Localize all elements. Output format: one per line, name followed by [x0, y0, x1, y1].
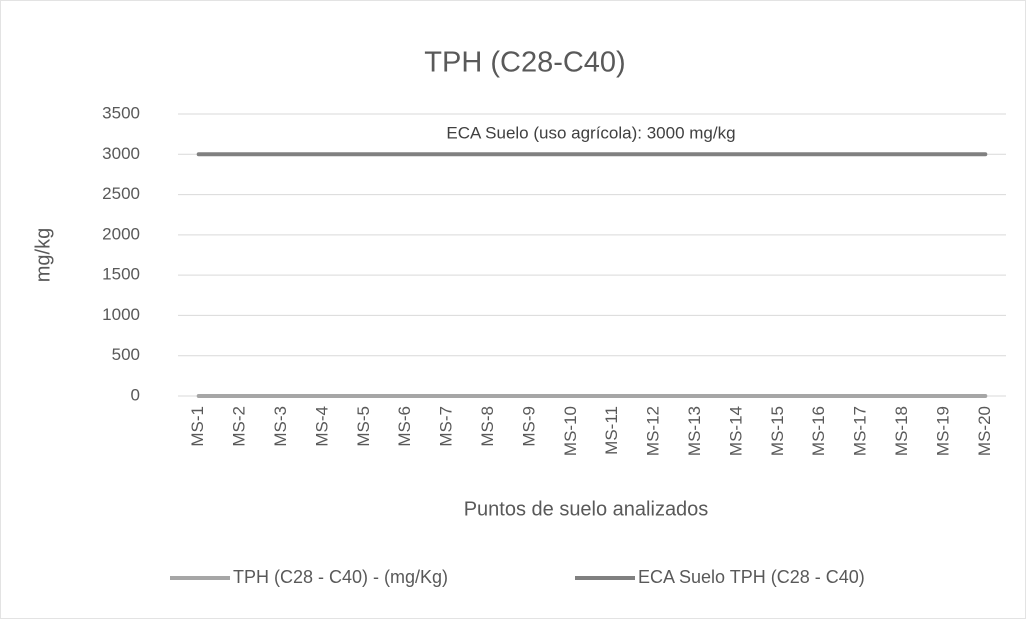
x-tick-label: MS-6	[395, 406, 414, 447]
x-tick-label: MS-9	[519, 406, 538, 447]
chart-title: TPH (C28-C40)	[424, 47, 625, 79]
legend-label: TPH (C28 - C40) - (mg/Kg)	[233, 567, 448, 587]
x-tick-label: MS-1	[188, 406, 207, 447]
x-tick-label: MS-18	[892, 406, 911, 456]
x-tick-label: MS-4	[312, 406, 331, 447]
x-tick-label: MS-15	[768, 406, 787, 456]
y-tick-label: 1500	[102, 265, 140, 284]
x-tick-label: MS-13	[685, 406, 704, 456]
x-tick-label: MS-5	[354, 406, 373, 447]
y-tick-label: 2500	[102, 184, 140, 203]
x-axis-label: Puntos de suelo analizados	[464, 498, 709, 520]
x-tick-label: MS-17	[851, 406, 870, 456]
y-tick-label: 2000	[102, 224, 140, 243]
x-tick-label: MS-10	[561, 406, 580, 456]
legend-label: ECA Suelo TPH (C28 - C40)	[638, 567, 865, 587]
y-tick-label: 0	[131, 385, 140, 404]
x-tick-label: MS-20	[975, 406, 994, 456]
y-axis-label: mg/kg	[32, 228, 54, 282]
x-tick-label: MS-16	[809, 406, 828, 456]
x-tick-label: MS-7	[437, 406, 456, 447]
y-tick-label: 500	[112, 345, 140, 364]
y-tick-label: 1000	[102, 305, 140, 324]
annotation: ECA Suelo (uso agrícola): 3000 mg/kg	[446, 123, 735, 142]
x-tick-label: MS-12	[644, 406, 663, 456]
y-tick-label: 3500	[102, 103, 140, 122]
y-tick-label: 3000	[102, 144, 140, 163]
x-tick-label: MS-3	[271, 406, 290, 447]
x-tick-label: MS-14	[726, 406, 745, 456]
x-tick-label: MS-2	[230, 406, 249, 447]
x-tick-label: MS-8	[478, 406, 497, 447]
x-tick-label: MS-19	[933, 406, 952, 456]
x-tick-label: MS-11	[602, 406, 621, 455]
